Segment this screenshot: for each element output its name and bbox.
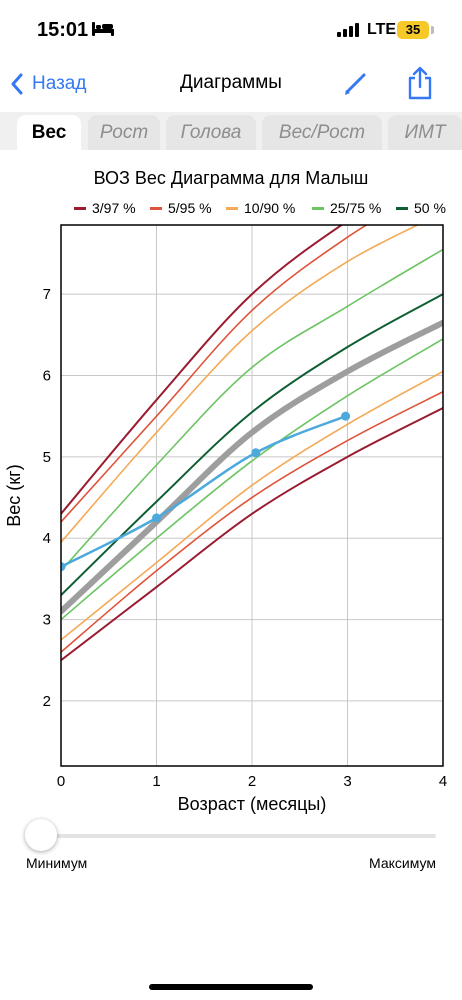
status-bar: 15:01 LTE 35 [0, 0, 462, 62]
x-tick-label: 3 [343, 773, 351, 790]
legend-item-25-75: 25/75 % [312, 200, 381, 216]
slider-thumb[interactable] [25, 819, 57, 851]
legend-swatch [74, 206, 86, 210]
y-tick-label: 4 [43, 530, 51, 547]
measurements [61, 411, 351, 572]
x-axis-label: Возраст (месяцы) [178, 794, 327, 814]
tab-weight[interactable]: Вес [17, 115, 81, 150]
legend-item-3-97: 3/97 % [74, 200, 136, 216]
legend-item-50: 50 % [396, 200, 446, 216]
grid [61, 225, 443, 766]
x-tick-label: 0 [57, 773, 65, 790]
series-line [61, 390, 443, 653]
back-label: Назад [32, 73, 87, 94]
bed-icon [92, 22, 114, 41]
legend-item-10-90: 10/90 % [226, 200, 295, 216]
share-icon[interactable] [406, 66, 434, 105]
series-line [61, 248, 443, 572]
legend-label: 25/75 % [330, 200, 382, 216]
weight-chart: 0 1 2 3 4 2 3 4 5 6 7 Возраст (месяцы) Вес (кг) [4, 224, 448, 814]
age-range-slider[interactable] [40, 834, 436, 838]
legend-swatch [226, 206, 238, 210]
measurement-point [61, 562, 66, 572]
measurement-point [152, 513, 161, 523]
series-line [61, 225, 368, 523]
measurement-point [251, 448, 261, 458]
back-button[interactable]: Назад [10, 68, 86, 100]
page-title: Диаграммы [180, 72, 282, 93]
series-line [61, 225, 420, 544]
legend-label: 10/90 % [244, 200, 296, 216]
series-line [61, 370, 443, 641]
legend-swatch [312, 206, 324, 210]
series-line [61, 225, 344, 515]
legend-label: 50 % [414, 200, 446, 216]
tab-weight-height[interactable]: Вес/Рост [262, 115, 382, 150]
measurement-point [341, 411, 351, 421]
y-tick-label: 5 [43, 449, 51, 466]
y-tick-label: 7 [43, 286, 51, 303]
battery-tip [431, 26, 434, 34]
percentile-curves [61, 225, 443, 662]
legend-swatch [396, 206, 408, 210]
y-tick-label: 2 [43, 693, 51, 710]
legend-swatch [150, 206, 162, 210]
x-tick-label: 2 [248, 773, 256, 790]
measurement-line [61, 415, 347, 568]
chart-title: ВОЗ Вес Диаграмма для Малыш [93, 168, 369, 188]
legend-label: 5/95 % [168, 200, 212, 216]
pencil-icon[interactable] [342, 71, 368, 102]
y-tick-label: 3 [43, 612, 51, 629]
legend-label: 3/97 % [92, 200, 136, 216]
x-tick-label: 4 [439, 773, 447, 790]
plot-frame [60, 224, 444, 767]
network-type: LTE [367, 21, 397, 38]
y-tick-label: 6 [43, 368, 51, 385]
status-time: 15:01 [37, 19, 89, 41]
series-line [61, 319, 443, 615]
battery-icon: 35 [397, 21, 429, 39]
chevron-left-icon [11, 73, 23, 95]
slider-max-label: Максимум [369, 855, 436, 871]
series-line [61, 407, 443, 662]
tab-head[interactable]: Голова [166, 115, 256, 150]
tick-labels: 0 1 2 3 4 2 3 4 5 6 7 [43, 286, 448, 790]
tab-height[interactable]: Рост [88, 115, 160, 150]
nav-bar: Назад Диаграммы [0, 62, 462, 106]
tab-bmi[interactable]: ИМТ [388, 115, 462, 150]
y-axis-label: Вес (кг) [4, 464, 24, 526]
x-tick-label: 1 [152, 773, 160, 790]
signal-icon [337, 23, 361, 42]
slider-min-label: Минимум [26, 855, 88, 871]
series-line [61, 338, 443, 621]
home-indicator [149, 984, 313, 990]
legend-item-5-95: 5/95 % [150, 200, 212, 216]
